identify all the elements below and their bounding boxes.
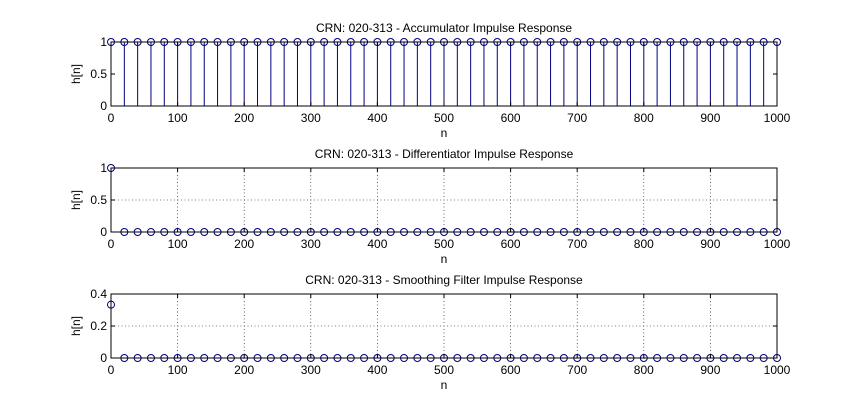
x-tick-label: 800 [634, 111, 654, 125]
y-axis-label: h[n] [69, 190, 83, 210]
x-tick-label: 100 [168, 111, 188, 125]
x-axis-label: n [441, 378, 448, 392]
y-tick-label: 0.5 [90, 193, 107, 207]
chart-title: CRN: 020-313 - Accumulator Impulse Respo… [316, 21, 572, 35]
x-tick-label: 700 [567, 363, 587, 377]
x-tick-label: 500 [434, 363, 454, 377]
x-tick-label: 600 [501, 237, 521, 251]
x-tick-label: 400 [367, 237, 387, 251]
x-tick-label: 1000 [764, 237, 791, 251]
x-tick-label: 200 [234, 111, 254, 125]
y-tick-label: 0.4 [90, 287, 107, 301]
x-tick-label: 200 [234, 237, 254, 251]
x-tick-label: 800 [634, 363, 654, 377]
x-tick-label: 100 [168, 237, 188, 251]
x-tick-label: 300 [301, 237, 321, 251]
x-tick-label: 0 [108, 111, 115, 125]
x-tick-label: 1000 [764, 111, 791, 125]
y-tick-label: 0.5 [90, 67, 107, 81]
x-tick-label: 500 [434, 111, 454, 125]
chart-title: CRN: 020-313 - Smoothing Filter Impulse … [305, 273, 583, 287]
x-tick-label: 300 [301, 363, 321, 377]
x-tick-label: 600 [501, 363, 521, 377]
x-tick-label: 200 [234, 363, 254, 377]
x-tick-label: 900 [700, 111, 720, 125]
x-tick-label: 700 [567, 111, 587, 125]
x-tick-label: 600 [501, 111, 521, 125]
y-tick-label: 0 [100, 225, 107, 239]
x-tick-label: 400 [367, 111, 387, 125]
x-tick-label: 1000 [764, 363, 791, 377]
y-tick-label: 1 [100, 35, 107, 49]
x-axis-label: n [441, 126, 448, 140]
x-tick-label: 300 [301, 111, 321, 125]
x-tick-label: 400 [367, 363, 387, 377]
subplot-3: 0 100 200 300 400 500 600 700 800 900 1000 0 0.2 0.4 C… [69, 273, 791, 392]
subplot-2: 0 100 200 300 400 500 600 700 800 900 1000 0 0.5 1 CRN… [69, 147, 791, 266]
x-axis-label: n [441, 252, 448, 266]
y-tick-label: 0.2 [90, 319, 107, 333]
subplot-1: 0 100 200 300 400 500 600 700 800 900 1000 0 0.5 1 CRN… [69, 21, 791, 140]
y-axis-label: h[n] [69, 316, 83, 336]
x-tick-label: 700 [567, 237, 587, 251]
x-tick-label: 900 [700, 363, 720, 377]
x-tick-label: 0 [108, 237, 115, 251]
x-tick-label: 500 [434, 237, 454, 251]
chart-title: CRN: 020-313 - Differentiator Impulse Re… [315, 147, 574, 161]
x-tick-label: 100 [168, 363, 188, 377]
x-tick-label: 800 [634, 237, 654, 251]
y-tick-label: 1 [100, 161, 107, 175]
y-axis-label: h[n] [69, 64, 83, 84]
y-tick-label: 0 [100, 99, 107, 113]
x-tick-label: 900 [700, 237, 720, 251]
x-tick-label: 0 [108, 363, 115, 377]
y-tick-label: 0 [100, 351, 107, 365]
